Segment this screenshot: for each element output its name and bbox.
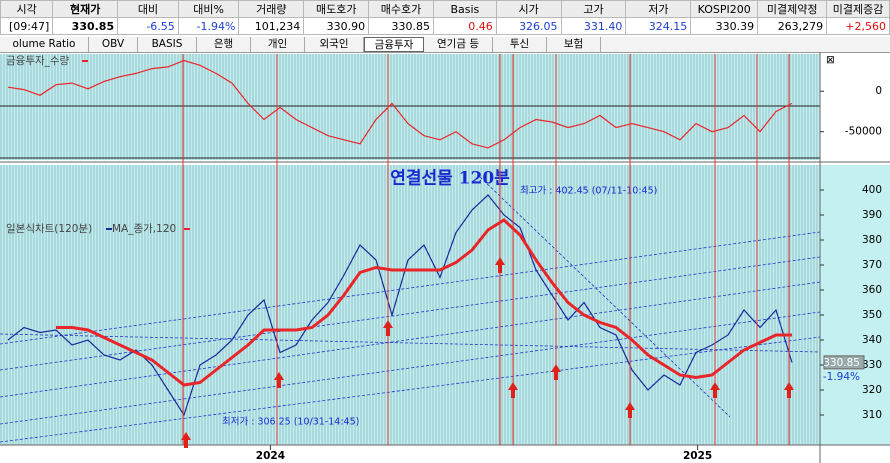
tab[interactable]: BASIS (138, 37, 197, 52)
header-cell: 현재가 (52, 0, 119, 18)
value-cell: -6.55 (117, 17, 179, 35)
header-cell: 저가 (625, 0, 692, 18)
current-price: 330.85 (823, 357, 860, 369)
red-arrow (274, 372, 284, 388)
y-tick-label: -50000 (845, 126, 882, 138)
value-cell: 330.39 (690, 17, 759, 35)
header-cell: 매도호가 (303, 0, 370, 18)
header-cell: 매수호가 (368, 0, 434, 18)
header-cell: Basis (432, 0, 497, 18)
current-change: -1.94% (823, 371, 860, 383)
red-arrow (508, 382, 518, 398)
header-cell: KOSPI200 (690, 0, 759, 18)
value-cell: 330.85 (368, 17, 434, 35)
chart: ⊠ 0 -50000 금융투자_수량 310 320 330 340 350 360 370 380… (0, 52, 890, 463)
tab[interactable]: 은행 (197, 37, 251, 52)
y-tick-label: 320 (862, 384, 882, 396)
legend-label: 금융투자_수량 (6, 55, 70, 67)
red-arrow (383, 320, 393, 336)
annotation: 최저가 : 306.25 (10/31-14:45) (222, 417, 359, 428)
y-tick-label: 0 (875, 85, 882, 97)
tab[interactable]: 외국인 (305, 37, 364, 52)
header-cell: 대비 (117, 0, 179, 18)
red-arrow (784, 382, 794, 398)
header-cell: 고가 (560, 0, 627, 18)
tab[interactable]: 투신 (493, 37, 547, 52)
y-tick-label: 340 (862, 334, 882, 346)
y-tick-label: 310 (862, 409, 882, 421)
y-tick-label: 360 (862, 284, 882, 296)
y-tick-label: 350 (862, 309, 882, 321)
tab[interactable]: 개인 (251, 37, 305, 52)
y-tick-label: 400 (862, 184, 882, 196)
price-box (823, 355, 865, 370)
tab[interactable]: OBV (89, 37, 138, 52)
quote-table: 시각 현재가 대비 대비% 거래량 매도호가 매수호가 Basis 시가 고가 저가 KOSPI200… (0, 0, 890, 35)
red-arrow (551, 364, 561, 380)
x-tick-label: 2024 (256, 450, 285, 462)
value-cell: 330.85 (52, 17, 119, 35)
upper-axis-bg (820, 54, 890, 160)
header-cell: 시가 (495, 0, 562, 18)
tab[interactable]: 금융투자 (364, 37, 424, 52)
y-tick-label: 370 (862, 259, 882, 271)
y-tick-label: 390 (862, 209, 882, 221)
y-tick-label: 380 (862, 234, 882, 246)
header-cell: 미결제증감 (826, 0, 890, 18)
value-cell: 0.46 (432, 17, 497, 35)
red-arrow (495, 257, 505, 273)
tab[interactable]: olume Ratio (0, 37, 89, 52)
tab[interactable]: 보험 (547, 37, 601, 52)
legend-label: 일본식차트(120분) (6, 222, 92, 235)
value-cell: -1.94% (177, 17, 240, 35)
x-tick-label: 2025 (683, 450, 712, 462)
tab[interactable]: 연기금 등 (424, 37, 493, 52)
red-arrow (710, 382, 720, 398)
header-cell: 시각 (0, 0, 54, 18)
value-cell: [09:47] (0, 17, 54, 35)
red-arrow (625, 402, 635, 418)
value-cell: 331.40 (560, 17, 627, 35)
value-cell: 263,279 (757, 17, 828, 35)
tab-bar: olume Ratio OBV BASIS 은행 개인 외국인 금융투자 연기금 등 투신 보험 (0, 37, 890, 53)
value-row: [09:47] 330.85 -6.55 -1.94% 101,234 330.90 330… (0, 17, 890, 35)
series-line (56, 218, 792, 387)
header-cell: 대비% (177, 0, 240, 18)
legend-label: MA_종가,120 (112, 223, 176, 235)
upper-plot-bg (0, 54, 820, 160)
value-cell: 326.05 (495, 17, 562, 35)
red-arrow (181, 432, 191, 448)
series-line (7, 59, 793, 149)
header-cell: 거래량 (238, 0, 305, 18)
header-row: 시각 현재가 대비 대비% 거래량 매도호가 매수호가 Basis 시가 고가 저가 KOSPI200… (0, 0, 890, 18)
lower-axis-bg (820, 165, 890, 445)
chart-title: 연결선물 120분 (390, 169, 510, 189)
value-cell: 324.15 (625, 17, 692, 35)
value-cell: 101,234 (238, 17, 305, 35)
value-cell: +2,560 (826, 17, 890, 35)
y-tick-label: 330 (862, 359, 882, 371)
header-cell: 미결제약정 (757, 0, 828, 18)
annotation: 최고가 : 402.45 (07/11-10:45) (520, 186, 657, 197)
lower-plot-bg (0, 165, 820, 445)
close-icon[interactable]: ⊠ (826, 54, 835, 66)
value-cell: 330.90 (303, 17, 370, 35)
